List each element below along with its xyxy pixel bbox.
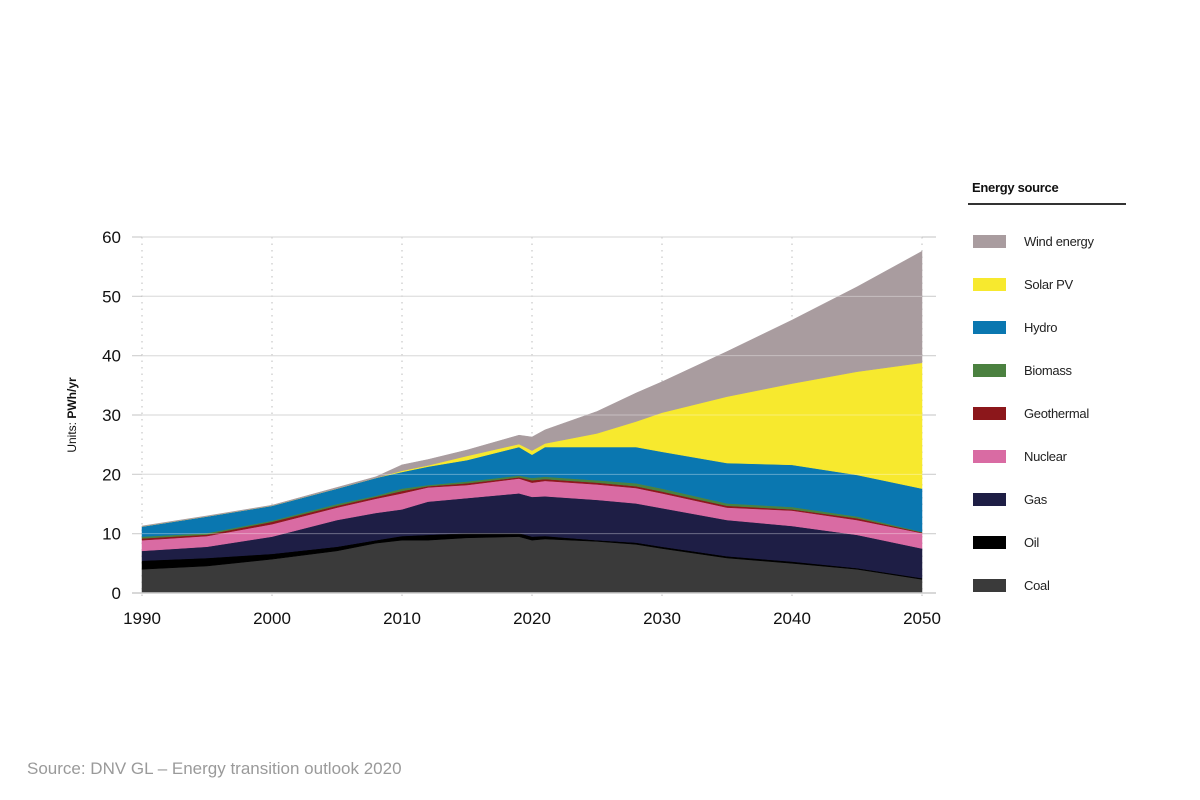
legend-label: Gas xyxy=(1024,491,1047,507)
legend-item-hydro: Hydro xyxy=(973,319,1057,335)
legend-label: Wind energy xyxy=(1024,233,1094,249)
legend-item-oil: Oil xyxy=(973,534,1039,550)
y-tick-label: 40 xyxy=(102,347,121,366)
legend-swatch xyxy=(973,492,1006,506)
legend-swatch xyxy=(973,406,1006,420)
x-tick-label: 2000 xyxy=(253,609,291,628)
legend-swatch xyxy=(973,320,1006,334)
legend-label: Geothermal xyxy=(1024,405,1089,421)
y-tick-label: 10 xyxy=(102,525,121,544)
x-tick-label: 2010 xyxy=(383,609,421,628)
legend-divider xyxy=(968,203,1126,205)
y-tick-label: 20 xyxy=(102,465,121,484)
y-tick-label: 0 xyxy=(112,584,121,603)
legend-swatch xyxy=(973,578,1006,592)
legend-item-solar-pv: Solar PV xyxy=(973,276,1073,292)
legend-swatch xyxy=(973,449,1006,463)
x-tick-label: 1990 xyxy=(123,609,161,628)
legend-label: Hydro xyxy=(1024,319,1058,335)
legend-item-nuclear: Nuclear xyxy=(973,448,1067,464)
x-tick-label: 2050 xyxy=(903,609,941,628)
area-wind-energy xyxy=(141,250,923,527)
y-tick-label: 30 xyxy=(102,406,121,425)
legend-item-biomass: Biomass xyxy=(973,362,1072,378)
legend-label: Oil xyxy=(1024,534,1039,550)
x-tick-label: 2040 xyxy=(773,609,811,628)
source-note: Source: DNV GL – Energy transition outlo… xyxy=(27,759,402,778)
y-axis-label: Units: PWh/yr xyxy=(65,377,79,453)
legend-label: Solar PV xyxy=(1024,276,1073,292)
y-tick-label: 50 xyxy=(102,287,121,306)
legend-label: Coal xyxy=(1024,577,1050,593)
y-tick-label: 60 xyxy=(102,228,121,247)
legend-item-coal: Coal xyxy=(973,577,1050,593)
legend-label: Nuclear xyxy=(1024,448,1067,464)
legend-item-gas: Gas xyxy=(973,491,1047,507)
legend-swatch xyxy=(973,363,1006,377)
areas xyxy=(141,236,923,594)
legend-swatch xyxy=(973,234,1006,248)
x-tick-label: 2030 xyxy=(643,609,681,628)
x-tick-label: 2020 xyxy=(513,609,551,628)
legend-title: Energy source xyxy=(972,180,1059,195)
legend-swatch xyxy=(973,277,1006,291)
legend-item-geothermal: Geothermal xyxy=(973,405,1089,421)
legend-item-wind-energy: Wind energy xyxy=(973,233,1094,249)
legend-label: Biomass xyxy=(1024,362,1072,378)
legend-swatch xyxy=(973,535,1006,549)
